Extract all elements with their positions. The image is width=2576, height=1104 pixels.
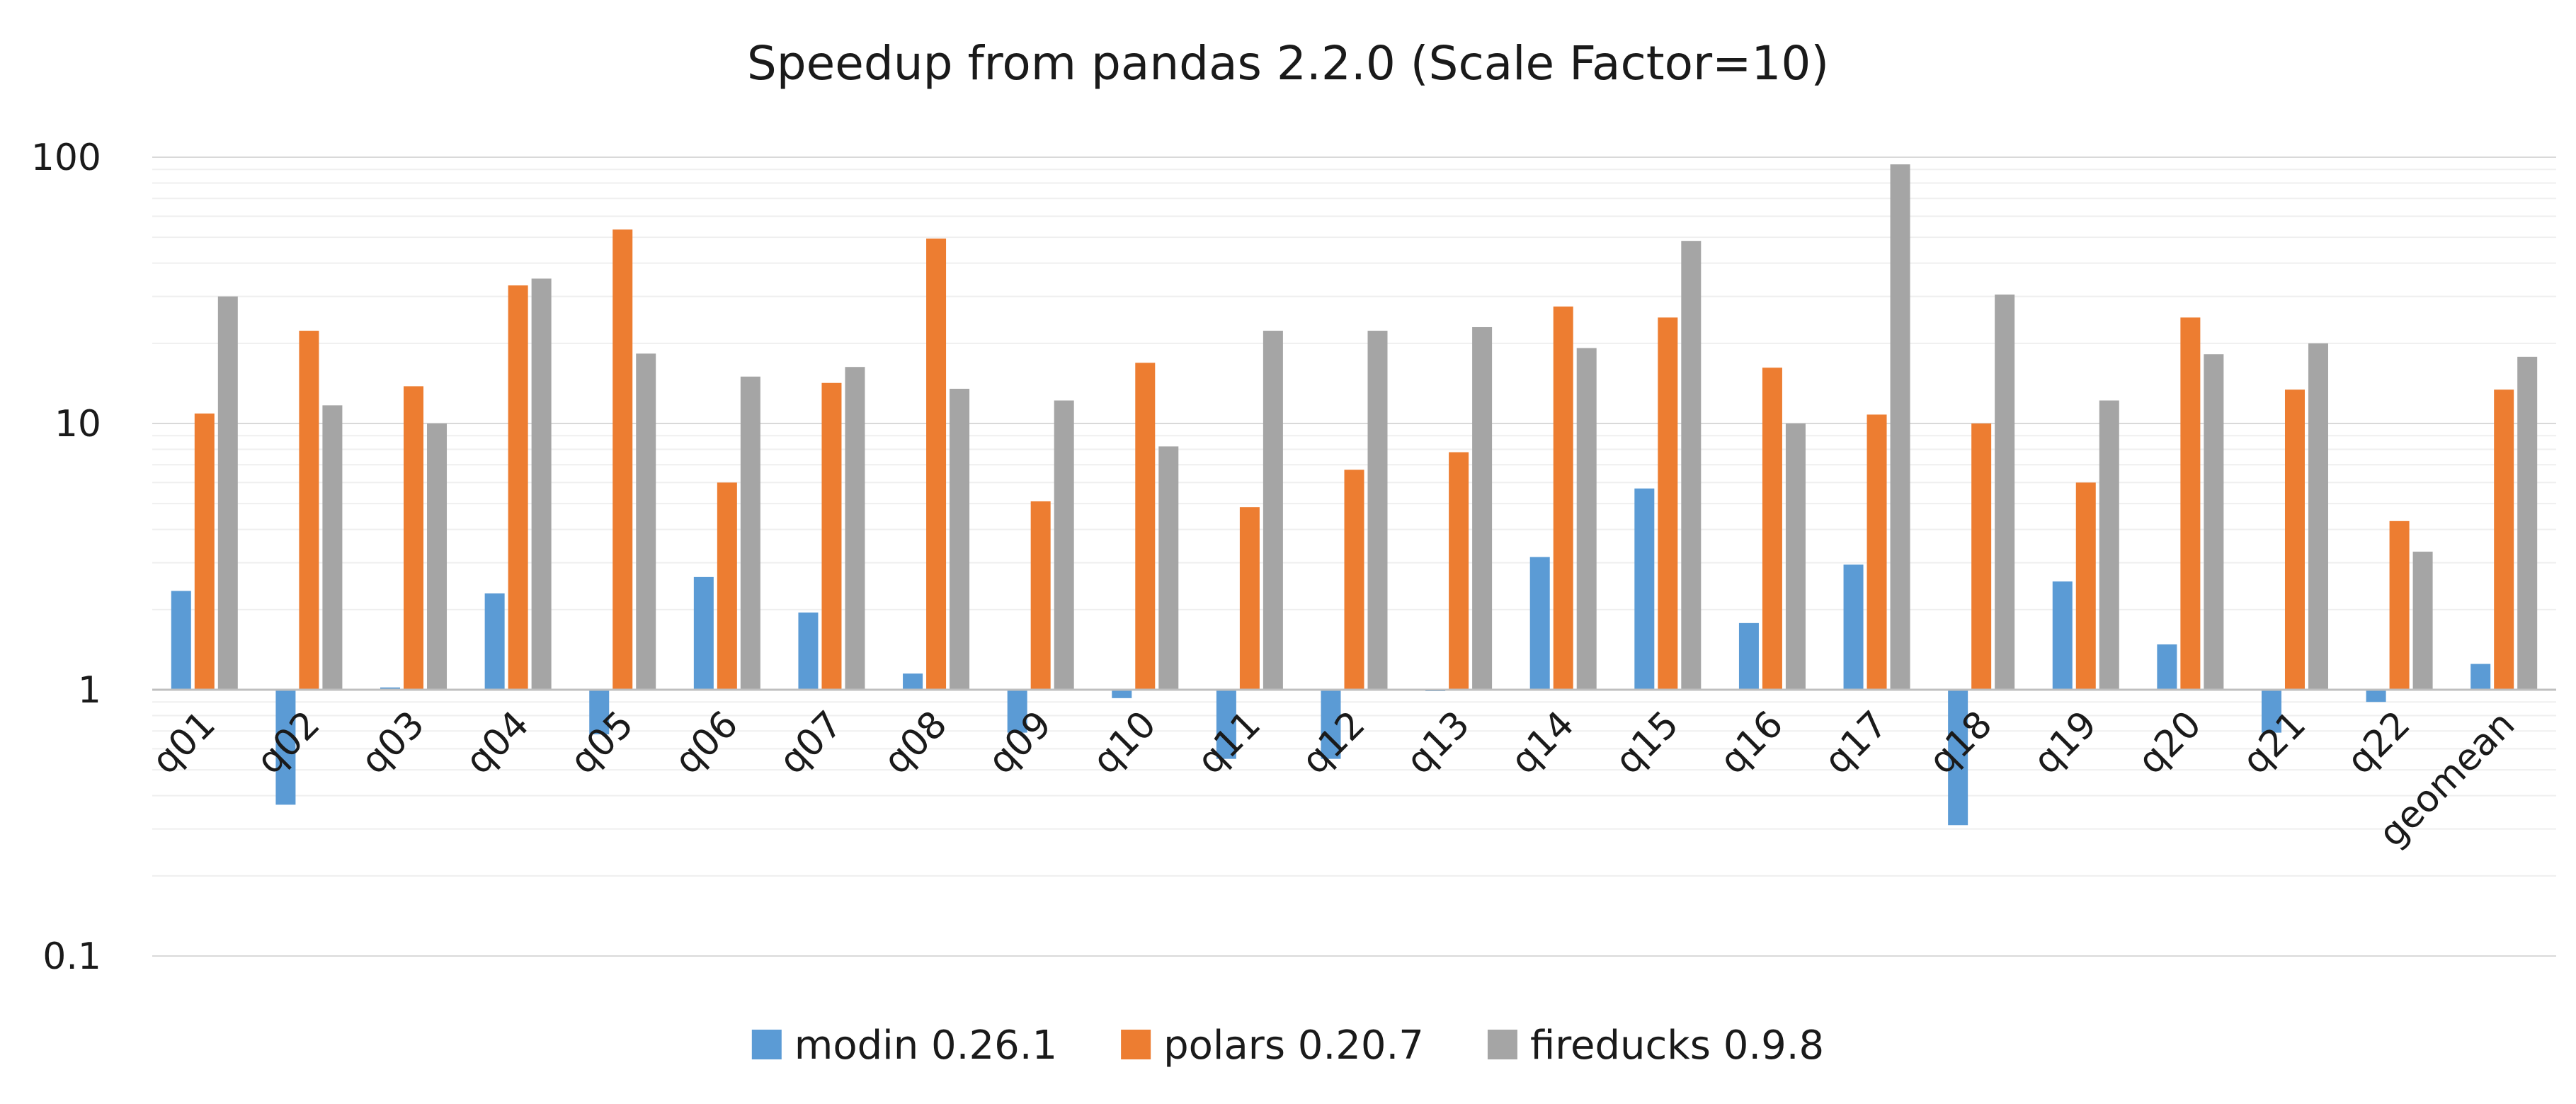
bar-q06-polars: [717, 482, 737, 690]
bar-q20-modin: [2157, 644, 2177, 690]
bar-q15-modin: [1634, 488, 1655, 690]
bar-q03-modin: [380, 687, 401, 690]
bars: [171, 164, 2538, 826]
bar-q01-modin: [171, 591, 191, 690]
bar-q11-modin: [1216, 690, 1236, 759]
y-axis-ticks: 100 10 1 0.1: [31, 137, 101, 978]
bar-q22-modin: [2366, 690, 2386, 702]
bar-q02-modin: [275, 690, 296, 805]
bar-q04-fireducks: [531, 278, 552, 690]
legend-label: fireducks 0.9.8: [1530, 1023, 1824, 1069]
bar-q10-modin: [1112, 690, 1132, 698]
chart-title: Speedup from pandas 2.2.0 (Scale Factor=…: [747, 36, 1829, 91]
bar-q19-fireducks: [2099, 400, 2119, 690]
legend-label: polars 0.20.7: [1163, 1023, 1424, 1069]
bar-q06-modin: [693, 576, 714, 690]
bar-q09-modin: [1007, 690, 1027, 733]
bar-q17-fireducks: [1890, 164, 1910, 690]
bar-q16-fireducks: [1785, 423, 1806, 690]
bar-q04-modin: [484, 593, 505, 690]
bar-q12-fireducks: [1367, 331, 1388, 690]
bar-q11-fireducks: [1263, 331, 1283, 690]
bar-q14-modin: [1529, 557, 1550, 690]
bar-q13-polars: [1449, 452, 1469, 690]
bar-q07-polars: [821, 382, 842, 690]
bar-q01-polars: [194, 413, 215, 690]
bar-q16-polars: [1762, 368, 1782, 690]
bar-q07-fireducks: [845, 367, 865, 690]
bar-q12-modin: [1321, 690, 1341, 759]
bar-q07-modin: [798, 612, 819, 690]
legend-swatch-polars: [1121, 1030, 1151, 1059]
bar-q09-fireducks: [1054, 400, 1074, 690]
bar-q04-polars: [508, 285, 528, 690]
bar-q08-modin: [903, 673, 923, 690]
bar-q16-modin: [1738, 622, 1759, 690]
bar-q15-fireducks: [1681, 241, 1702, 690]
bar-q12-polars: [1344, 470, 1364, 690]
bar-q20-polars: [2180, 317, 2201, 690]
bar-q18-modin: [1948, 690, 1968, 826]
bar-q20-fireducks: [2204, 354, 2224, 690]
bar-q21-fireducks: [2308, 343, 2328, 690]
bar-q14-fireducks: [1576, 348, 1597, 690]
bar-q13-fireducks: [1472, 326, 1493, 690]
legend-label: modin 0.26.1: [794, 1023, 1057, 1069]
legend: modin 0.26.1 polars 0.20.7 fireducks 0.9.8: [751, 1023, 1824, 1069]
y-tick-label: 1: [78, 669, 101, 712]
bar-q11-polars: [1239, 507, 1260, 690]
bar-q18-polars: [1971, 423, 1992, 690]
bar-q06-fireducks: [740, 376, 760, 690]
bar-q05-fireducks: [636, 353, 656, 690]
bar-q18-fireducks: [1995, 294, 2015, 690]
bar-q02-polars: [299, 331, 319, 690]
bar-q22-fireducks: [2412, 552, 2433, 690]
bar-q14-polars: [1553, 306, 1573, 690]
bar-geomean-fireducks: [2517, 356, 2538, 690]
legend-swatch-fireducks: [1487, 1030, 1517, 1059]
bar-q21-modin: [2261, 690, 2281, 733]
bar-q19-polars: [2075, 482, 2096, 690]
bar-q03-fireducks: [427, 423, 448, 690]
bar-geomean-polars: [2494, 389, 2514, 690]
bar-q08-fireducks: [950, 388, 970, 690]
bar-q01-fireducks: [217, 296, 238, 690]
bar-q05-modin: [589, 690, 610, 734]
bar-q03-polars: [404, 386, 424, 690]
bar-q17-modin: [1843, 564, 1864, 690]
bar-q21-polars: [2284, 389, 2305, 690]
bar-q15-polars: [1658, 317, 1678, 690]
bar-q19-modin: [2052, 581, 2073, 690]
x-axis-ticks: q01 q02 q03 q04 q05 q06 q07 q08 q09 q10 q11 q12 q13 q…: [144, 703, 2523, 855]
bar-q10-polars: [1135, 363, 1156, 690]
bar-q17-polars: [1867, 414, 1887, 690]
bar-q05-polars: [612, 229, 633, 690]
y-tick-label: 100: [31, 137, 101, 179]
legend-swatch-modin: [751, 1030, 782, 1059]
bar-q09-polars: [1030, 501, 1051, 690]
bar-q02-fireducks: [322, 405, 343, 690]
bar-q10-fireducks: [1158, 446, 1179, 690]
y-tick-label: 0.1: [42, 935, 101, 978]
bar-q08-polars: [926, 238, 947, 690]
bar-q22-polars: [2389, 520, 2410, 690]
y-tick-label: 10: [55, 403, 101, 445]
bar-geomean-modin: [2470, 664, 2491, 690]
